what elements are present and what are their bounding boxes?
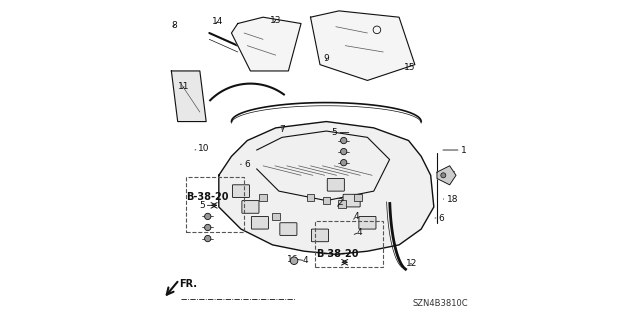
Circle shape [340,148,347,155]
Text: B-38-20: B-38-20 [186,192,229,203]
Text: 9: 9 [323,54,329,63]
FancyBboxPatch shape [359,216,376,229]
Polygon shape [232,17,301,71]
FancyBboxPatch shape [252,216,268,229]
Text: 5: 5 [199,201,205,210]
Circle shape [340,137,347,144]
Bar [323,197,330,204]
Text: 11: 11 [179,82,190,91]
Text: 13: 13 [270,16,282,25]
Text: 17: 17 [445,171,456,180]
Text: 6: 6 [244,160,250,169]
FancyBboxPatch shape [343,194,360,207]
Text: 18: 18 [447,195,458,204]
Text: 12: 12 [406,259,417,268]
Bar [272,213,280,220]
Bar [259,194,267,201]
Text: 4: 4 [303,256,308,265]
Polygon shape [310,11,415,80]
Text: FR.: FR. [179,279,197,289]
Circle shape [291,257,298,264]
FancyBboxPatch shape [232,185,250,197]
FancyBboxPatch shape [327,178,344,191]
Text: 15: 15 [404,63,416,72]
Text: 5: 5 [332,128,337,137]
Bar [354,194,362,201]
Text: 6: 6 [438,213,444,222]
Text: 16: 16 [287,255,299,263]
Polygon shape [219,122,434,254]
Bar [316,221,383,267]
Text: B-38-20: B-38-20 [316,249,358,259]
Circle shape [205,213,211,219]
Text: 10: 10 [198,144,210,153]
FancyBboxPatch shape [312,229,328,242]
Polygon shape [172,71,206,122]
Text: SZN4B3810C: SZN4B3810C [413,299,468,308]
FancyBboxPatch shape [280,223,297,235]
Text: 1: 1 [461,145,467,154]
Circle shape [205,224,211,231]
Text: 8: 8 [172,21,177,30]
Circle shape [441,173,446,178]
Text: 2: 2 [338,198,344,207]
Polygon shape [437,166,456,185]
Circle shape [340,160,347,166]
FancyBboxPatch shape [242,201,259,213]
Text: 4: 4 [353,212,359,221]
Bar [339,200,346,208]
Text: 7: 7 [279,125,285,134]
Bar [186,177,244,232]
Circle shape [205,235,211,242]
Text: 4: 4 [356,228,362,237]
Bar [307,194,314,201]
Text: 14: 14 [212,18,223,26]
